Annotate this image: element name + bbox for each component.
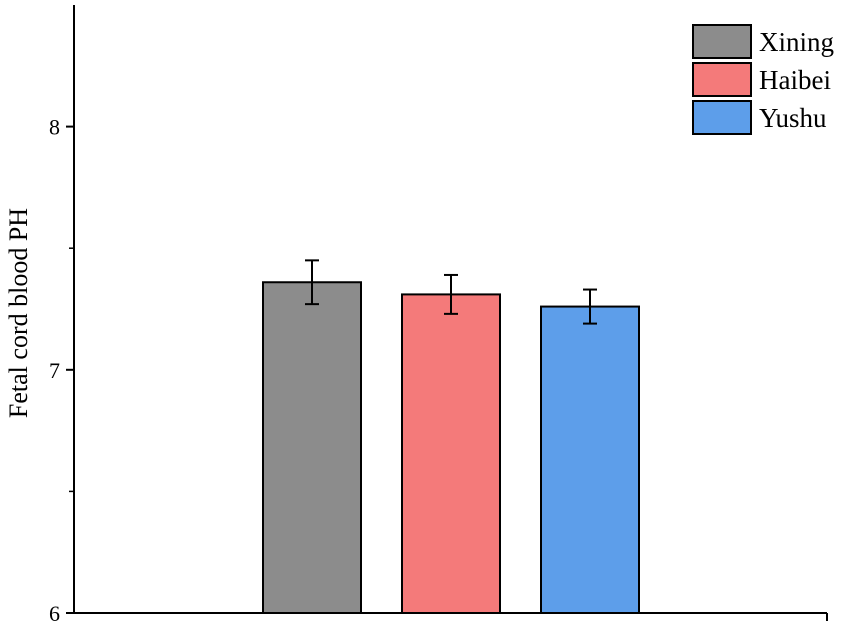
legend-swatch-yushu bbox=[692, 100, 752, 135]
y-tick-label: 6 bbox=[49, 601, 60, 626]
legend-label-xining: Xining bbox=[759, 27, 834, 57]
y-axis-title: Fetal cord blood PH bbox=[4, 208, 33, 418]
bar-xining bbox=[262, 281, 362, 614]
legend-label-yushu: Yushu bbox=[759, 103, 827, 133]
legend: Xining Haibei Yushu bbox=[692, 24, 834, 135]
y-tick-label: 8 bbox=[49, 115, 60, 140]
axes bbox=[73, 5, 828, 621]
bar-yushu bbox=[540, 305, 640, 614]
error-bars bbox=[305, 259, 597, 325]
bar-haibei bbox=[401, 293, 501, 614]
legend-label-haibei: Haibei bbox=[759, 65, 831, 95]
legend-swatch-xining bbox=[692, 24, 752, 59]
legend-swatch-haibei bbox=[692, 62, 752, 97]
bars bbox=[262, 281, 640, 614]
y-tick-label: 7 bbox=[49, 358, 60, 383]
y-ticks: 6 7 8 bbox=[49, 115, 74, 626]
